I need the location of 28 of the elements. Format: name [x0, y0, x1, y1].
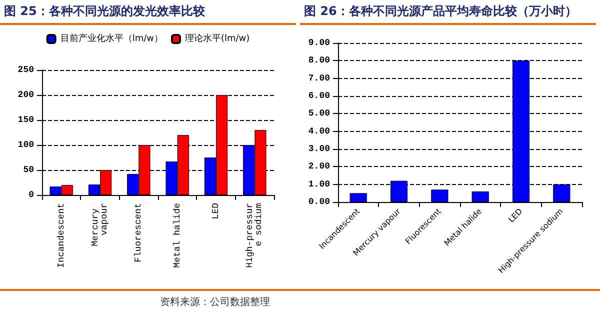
y-tick-label: 5.00 — [308, 108, 330, 119]
y-tick-label: 150 — [18, 115, 34, 125]
legend-label: 目前产业化水平（lm/w） — [60, 33, 163, 44]
legend-label: 理论水平(lm/w) — [184, 33, 250, 44]
y-tick-label: 8.00 — [308, 56, 330, 66]
y-tick-label: 2.00 — [308, 162, 330, 172]
y-tick-label: 4.00 — [308, 126, 330, 136]
y-tick-label: 200 — [18, 90, 34, 100]
x-tick-label: Mercury vapour — [90, 203, 110, 246]
y-tick-label: 6.00 — [308, 91, 330, 101]
x-tick-label: High-pressure sodium — [245, 203, 264, 268]
y-tick-label: 1.00 — [308, 179, 330, 190]
y-tick-label: 100 — [18, 140, 34, 150]
x-tick-label: LED — [211, 203, 221, 220]
y-tick-label: 0 — [28, 190, 34, 200]
y-tick-label: 250 — [18, 65, 34, 75]
y-tick-label: 7.00 — [308, 73, 330, 84]
x-tick-label: LED — [506, 206, 524, 224]
y-tick-label: 0.00 — [308, 197, 330, 207]
y-tick-label: 50 — [23, 165, 34, 175]
y-tick-label: 9.00 — [308, 38, 330, 48]
x-tick-label: Fluorescent — [134, 203, 144, 262]
chart-title: 图 25：各种不同光源的发光效率比较 — [0, 0, 296, 25]
y-tick-label: 3.00 — [308, 144, 330, 154]
chart-title: 图 26：各种不同光源产品平均寿命比较（万小时） — [300, 0, 596, 25]
x-tick-label: Metal halide — [172, 203, 182, 268]
text: 资料来源：公司数据整理 — [160, 297, 270, 308]
x-tick-label: Incandescent — [56, 203, 66, 268]
